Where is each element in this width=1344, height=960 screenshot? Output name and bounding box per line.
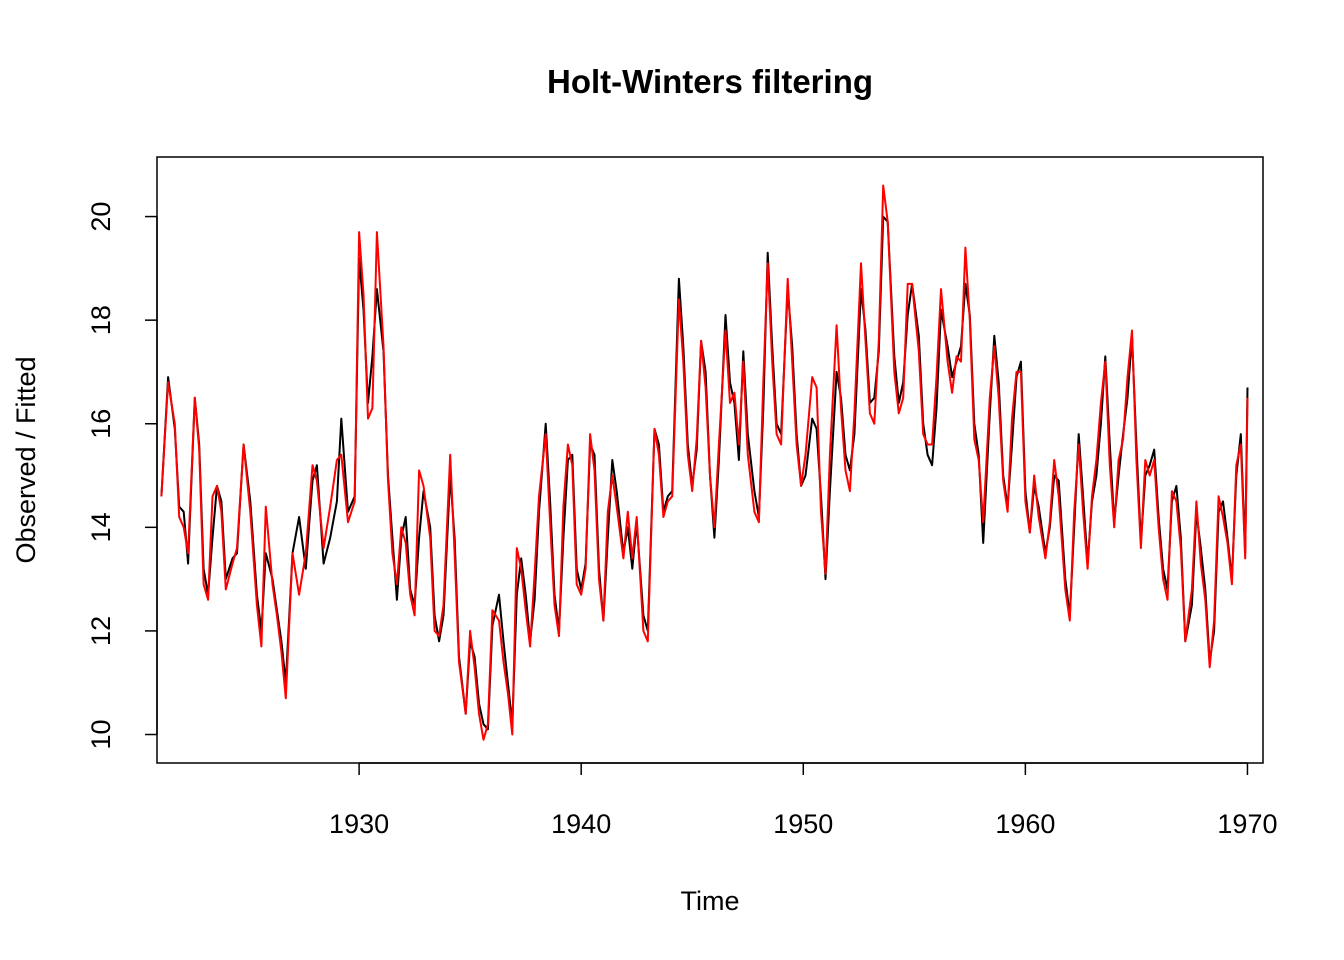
y-tick-label: 16	[86, 409, 116, 439]
x-tick-label: 1970	[1217, 809, 1277, 839]
y-tick-label: 18	[86, 305, 116, 335]
x-tick-label: 1950	[773, 809, 833, 839]
chart-title: Holt-Winters filtering	[547, 63, 873, 100]
x-axis: 1930 1940 1950 1960 1970	[329, 762, 1277, 839]
y-axis: 10 12 14 16 18 20	[86, 202, 158, 750]
series-layer	[160, 184, 1249, 741]
fitted-series-line	[160, 184, 1249, 741]
x-tick-label: 1930	[329, 809, 389, 839]
x-tick-label: 1940	[551, 809, 611, 839]
x-tick-label: 1960	[995, 809, 1055, 839]
y-tick-label: 12	[86, 616, 116, 646]
y-tick-label: 20	[86, 202, 116, 232]
y-tick-label: 10	[86, 719, 116, 749]
y-axis-label: Observed / Fitted	[11, 356, 41, 563]
y-tick-label: 14	[86, 512, 116, 542]
x-axis-label: Time	[681, 886, 740, 916]
